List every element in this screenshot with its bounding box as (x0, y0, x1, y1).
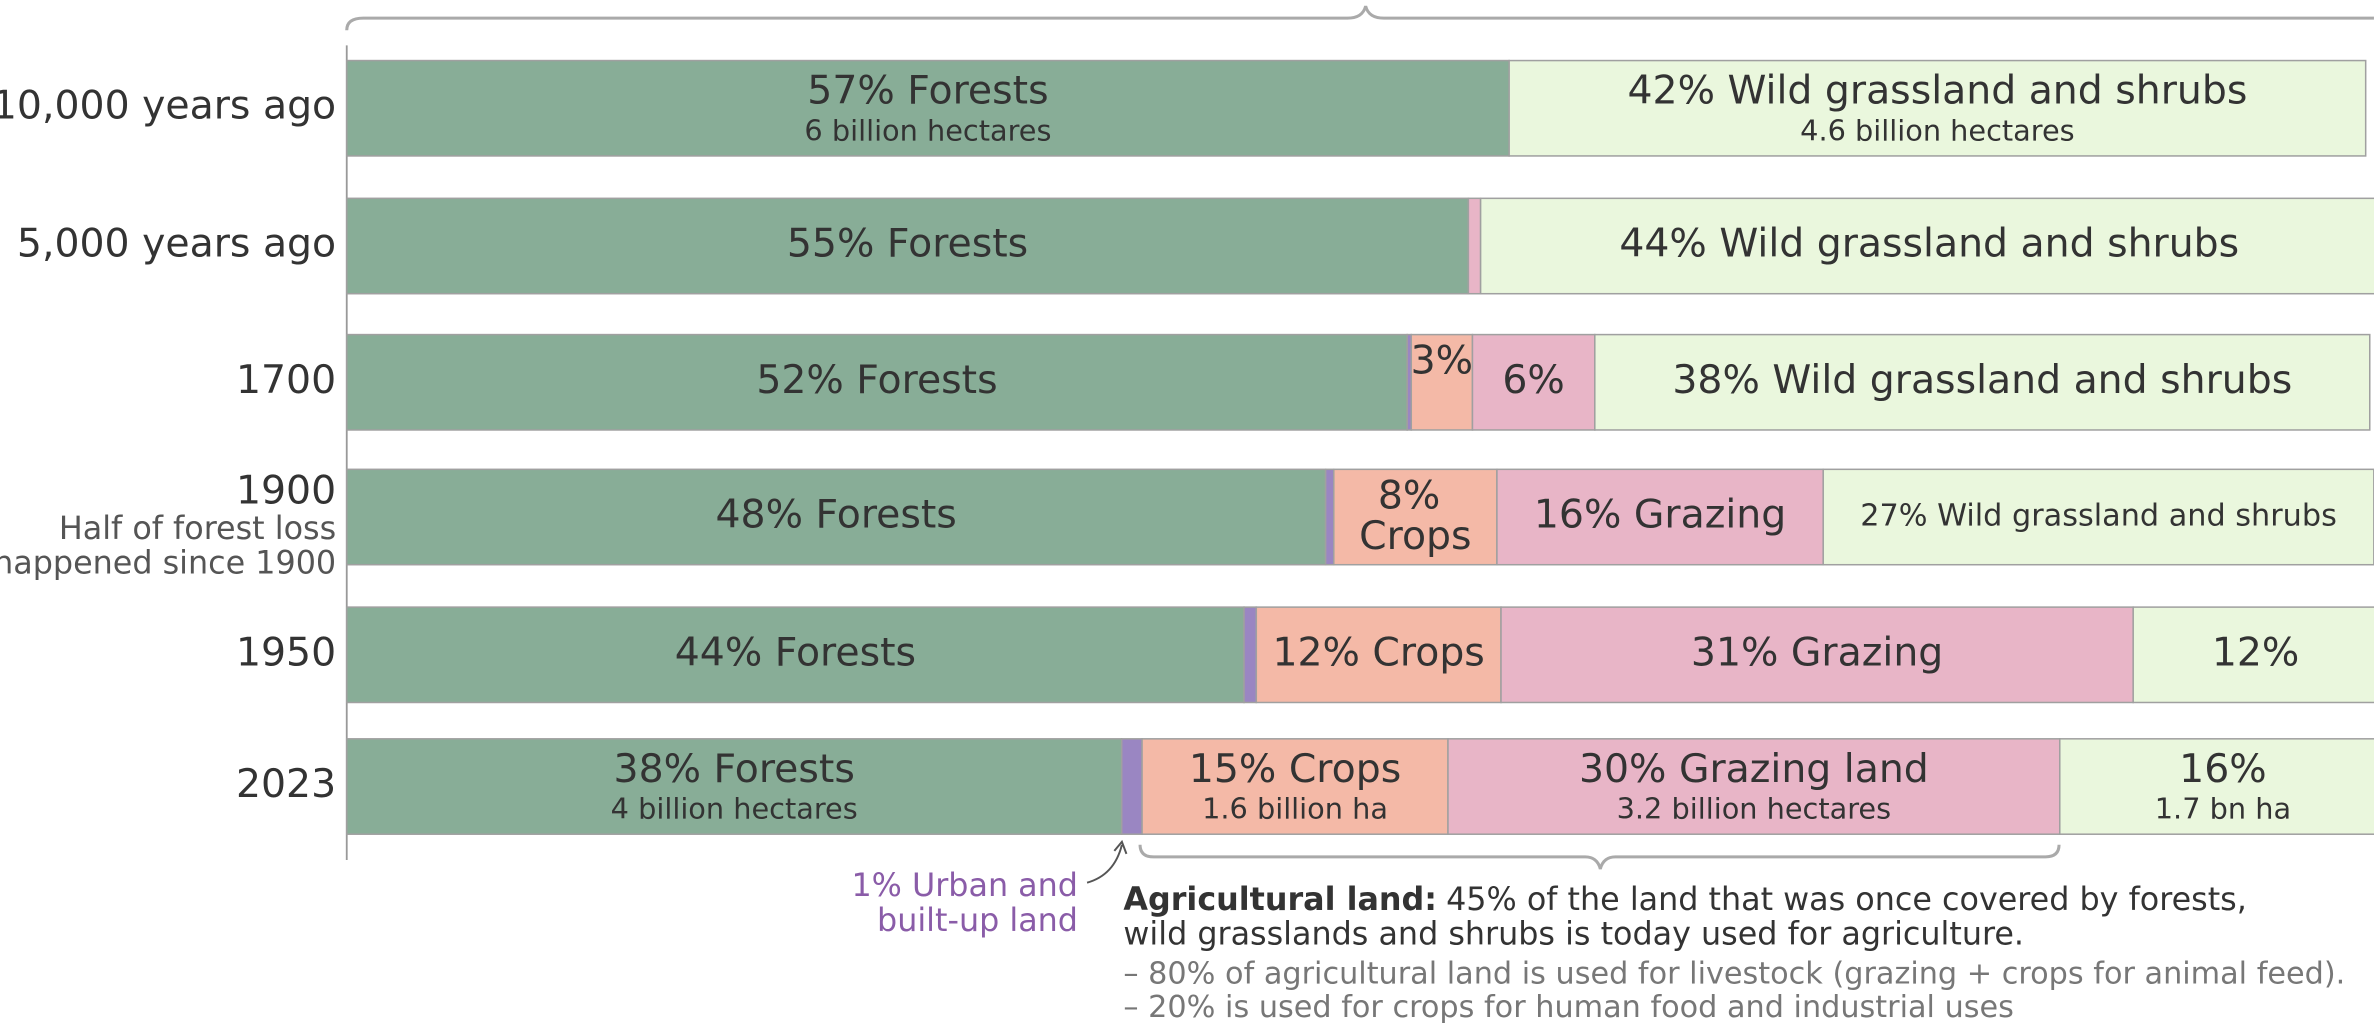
row-label: 5,000 years ago (17, 221, 336, 267)
bar-segment (1508, 59, 2367, 157)
bar-segment (1255, 606, 1502, 704)
bar-segment (1324, 468, 1335, 566)
segment-label: 44% Wild grassland and shrubs (1619, 221, 2239, 267)
segment-label: 55% Forests (787, 221, 1028, 267)
urban-note: 1% Urban and (851, 867, 1078, 904)
segment-label: 31% Grazing (1691, 629, 1943, 675)
segment-label: 6% (1502, 357, 1564, 403)
urban-arrow (1086, 844, 1123, 884)
agri-detail: – 20% is used for crops for human food a… (1123, 990, 2014, 1023)
bar-segment (2132, 606, 2374, 704)
segment-label: 48% Forests (716, 492, 957, 538)
segment-label: 38% Wild grassland and shrubs (1672, 357, 2292, 403)
segment-sublabel: 1.7 bn ha (2155, 792, 2291, 826)
bar-segment (345, 59, 1510, 157)
row-label: 1900 (236, 467, 336, 513)
segment-label: 38% Forests (614, 746, 855, 792)
segment-label: 30% Grazing land (1579, 746, 1929, 792)
bar-segment (1120, 738, 1143, 835)
bar-segment (1822, 468, 2374, 566)
segment-label: 42% Wild grassland and shrubs (1628, 68, 2248, 114)
segment-label: 15% Crops (1189, 746, 1401, 792)
segment-label: 52% Forests (756, 357, 997, 403)
row-label: 2023 (236, 761, 336, 807)
row-label: 1700 (236, 357, 336, 403)
bar-segment (345, 333, 1408, 431)
segment-label: 3% (1411, 337, 1473, 383)
agri-line: 45% of the land that was once covered by… (1446, 881, 2247, 918)
bar-segment (345, 738, 1123, 835)
segment-sublabel: 4.6 billion hectares (1800, 113, 2074, 147)
bar-segment (1479, 197, 2374, 295)
bar-segment (1141, 738, 1449, 835)
note: Half of forest loss (59, 510, 336, 547)
segment-label: 8% Crops (1359, 472, 1471, 559)
row-label: 10,000 years ago (0, 83, 336, 129)
segment-label: 16% Grazing (1534, 492, 1786, 538)
segment-label: 27% Wild grassland and shrubs (1860, 499, 2337, 534)
bar-segment (345, 468, 1327, 566)
segment-sublabel: 6 billion hectares (804, 113, 1051, 147)
note: happened since 1900 (0, 545, 336, 582)
row-label: 1950 (236, 629, 336, 675)
bar-segment (345, 197, 1470, 295)
segment-label: 12% (2212, 629, 2299, 675)
bar-segment (345, 606, 1245, 704)
bar-segment (1594, 333, 2371, 431)
urban-note: built-up land (877, 902, 1078, 939)
segment-sublabel: 3.2 billion hectares (1617, 792, 1891, 826)
bar-segment (1496, 468, 1824, 566)
bar-segment (1471, 333, 1596, 431)
bar-segment (2059, 738, 2374, 835)
agri-note: Agricultural land: 45% of the land that w… (1123, 881, 2246, 918)
segment-sublabel: 4 billion hectares (611, 792, 858, 826)
top-brace (345, 5, 2374, 31)
bar-segment (1410, 333, 1474, 431)
bar-segment (1243, 606, 1258, 704)
bar-segment (1467, 197, 1482, 295)
bar-segment (1500, 606, 2134, 704)
agri-detail: – 80% of agricultural land is used for l… (1123, 957, 2345, 992)
segment-sublabel: 1.6 billion ha (1202, 792, 1388, 826)
bar-segment (1447, 738, 2061, 835)
segment-label: 57% Forests (807, 68, 1048, 114)
segment-label: 44% Forests (675, 629, 916, 675)
agri-bold: Agricultural land: (1123, 881, 1437, 918)
segment-label: 16% (2179, 746, 2266, 792)
segment-label: 12% Crops (1272, 629, 1484, 675)
agri-line: wild grasslands and shrubs is today used… (1123, 916, 2024, 953)
urban-arrowhead (1113, 839, 1128, 855)
agri-brace (1138, 844, 2061, 870)
